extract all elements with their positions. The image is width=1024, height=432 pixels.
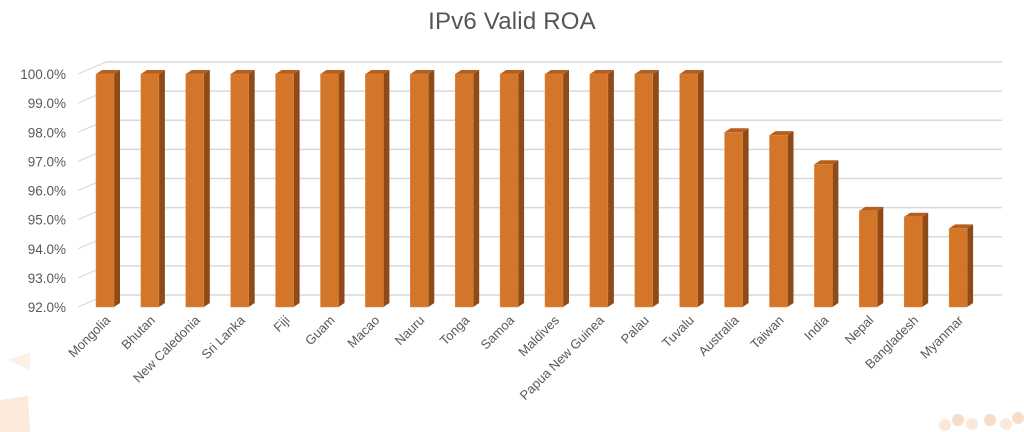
bar bbox=[230, 70, 255, 308]
bars bbox=[95, 70, 974, 308]
x-tick-label: Fiji bbox=[270, 312, 292, 334]
y-tick-label: 100.0% bbox=[20, 67, 66, 82]
bar bbox=[724, 128, 749, 308]
watermark-dot bbox=[1012, 412, 1024, 424]
y-tick-label: 99.0% bbox=[28, 96, 66, 111]
y-tick-label: 97.0% bbox=[28, 154, 66, 169]
bar bbox=[769, 131, 794, 308]
bar bbox=[454, 70, 480, 308]
watermark-decoration bbox=[0, 352, 1024, 432]
bar bbox=[320, 70, 345, 308]
x-tick-label: Nauru bbox=[392, 313, 428, 349]
x-tick-label: Samoa bbox=[477, 312, 517, 352]
x-tick-label: Guam bbox=[302, 313, 338, 349]
bar bbox=[140, 70, 165, 308]
y-tick-label: 98.0% bbox=[28, 125, 66, 140]
bar bbox=[410, 70, 435, 308]
x-tick-label: Sri Lanka bbox=[198, 312, 248, 362]
bar bbox=[185, 70, 210, 308]
y-tick-label: 94.0% bbox=[28, 242, 66, 257]
bar bbox=[859, 206, 884, 308]
x-tick-label: Papua New Guinea bbox=[517, 312, 608, 403]
x-tick-label: Macao bbox=[344, 313, 382, 351]
watermark-dot bbox=[952, 414, 964, 426]
x-tick-label: Bhutan bbox=[118, 313, 158, 353]
watermark-dot bbox=[939, 419, 951, 431]
x-tick-label: Tonga bbox=[437, 312, 473, 348]
x-tick-label: Myanmar bbox=[917, 312, 966, 361]
bar bbox=[679, 70, 704, 308]
x-tick-label: Australia bbox=[695, 312, 742, 359]
bar bbox=[634, 70, 659, 308]
bar bbox=[589, 70, 614, 308]
x-tick-label: Palau bbox=[618, 313, 652, 347]
y-tick-label: 93.0% bbox=[28, 271, 66, 286]
x-tick-label: Mongolia bbox=[65, 312, 113, 360]
bar bbox=[544, 70, 569, 308]
bar bbox=[95, 70, 120, 308]
y-axis: 92.0% 93.0% 94.0% 95.0% 96.0% 97.0% 98.0% 99.0%… bbox=[20, 67, 66, 315]
bar bbox=[903, 212, 929, 308]
chart-title: IPv6 Valid ROA bbox=[428, 8, 596, 35]
watermark-dot bbox=[1000, 418, 1012, 430]
y-tick-label: 92.0% bbox=[28, 300, 66, 315]
x-tick-label: Taiwan bbox=[747, 313, 786, 352]
y-tick-label: 95.0% bbox=[28, 213, 66, 228]
x-tick-label: Nepal bbox=[842, 312, 877, 347]
y-tick-label: 96.0% bbox=[28, 184, 66, 199]
bar bbox=[499, 70, 525, 308]
bar bbox=[814, 160, 839, 308]
watermark-dot bbox=[984, 414, 996, 426]
bar bbox=[948, 224, 974, 308]
watermark-dot bbox=[966, 418, 978, 430]
x-tick-label: India bbox=[801, 312, 832, 343]
x-tick-label: Tuvalu bbox=[659, 313, 697, 351]
bar bbox=[275, 70, 300, 308]
bar bbox=[365, 70, 390, 308]
watermark-shape-left bbox=[0, 396, 30, 432]
watermark-shape-left bbox=[8, 352, 30, 370]
